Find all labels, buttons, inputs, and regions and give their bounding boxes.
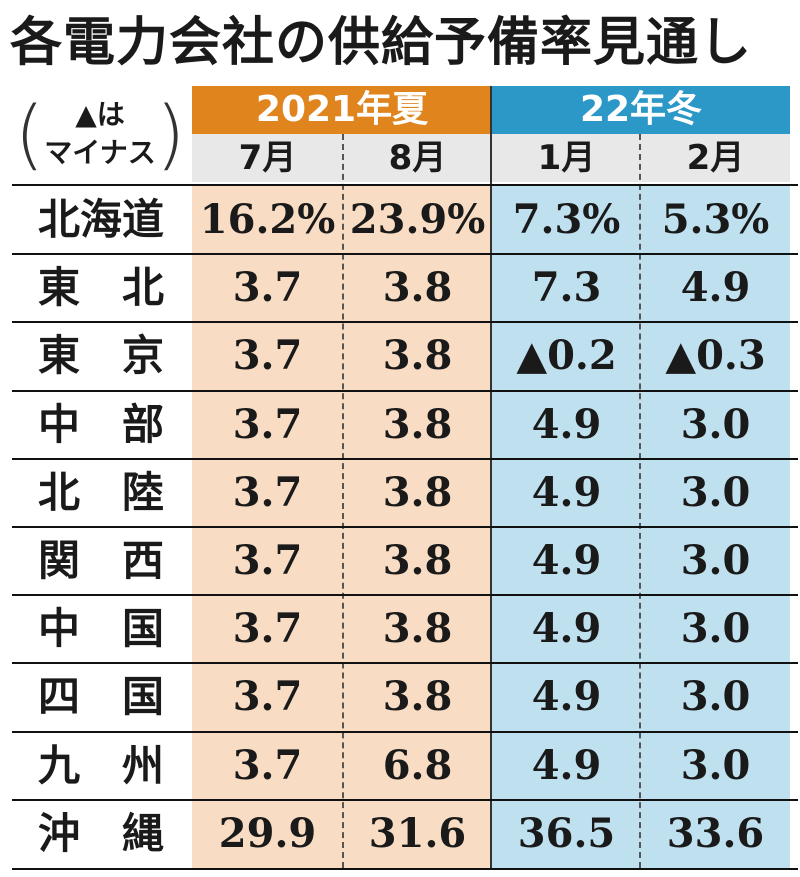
value-cell: 3.0: [680, 537, 751, 584]
value-cell: 3.7: [232, 400, 303, 448]
region-label: 中 国: [38, 604, 165, 654]
note-close-paren: ): [155, 89, 186, 178]
value-cell: 36.5: [517, 809, 616, 857]
bottom-rule: [12, 868, 798, 870]
value-cell: 33.6: [666, 809, 765, 857]
value-cell: 4.9: [531, 468, 602, 516]
region-label: 四 国: [38, 672, 165, 722]
region-label: 九 州: [38, 740, 165, 790]
value-cell: 7.3%: [512, 196, 621, 243]
note-open-paren: (: [14, 89, 45, 178]
row-rule: [12, 457, 798, 460]
value-cell: 3.0: [680, 468, 751, 516]
value-cell: 3.8: [382, 468, 453, 516]
value-cell: 3.8: [382, 264, 453, 312]
value-cell: 4.9: [531, 537, 602, 584]
region-label: 関 西: [38, 536, 165, 585]
season-header-1: 22年冬: [492, 86, 790, 134]
value-cell: 16.2%: [199, 196, 336, 243]
value-cell: 6.8: [382, 741, 453, 789]
month-header-0: 7月: [192, 134, 343, 182]
row-rule: [12, 730, 798, 733]
region-label: 北海道: [38, 195, 165, 244]
value-cell: 4.9: [680, 264, 751, 312]
value-cell: 3.8: [382, 332, 453, 380]
value-cell: 4.9: [531, 673, 602, 721]
row-rule: [12, 798, 798, 801]
month-header-1: 8月: [343, 134, 492, 182]
value-cell: 3.0: [680, 605, 751, 653]
month-divider-winter: [639, 134, 641, 868]
region-label: 中 部: [38, 399, 165, 449]
value-cell: 3.7: [232, 468, 303, 516]
value-cell: 3.7: [232, 741, 303, 789]
region-label: 北 陸: [38, 467, 165, 517]
row-rule: [12, 594, 798, 597]
value-cell: 3.7: [232, 673, 303, 721]
value-cell: 3.7: [232, 264, 303, 312]
row-rule: [12, 662, 798, 665]
header-rule: [12, 184, 798, 186]
note-text: ▲は マイナス: [44, 96, 155, 172]
season-divider: [490, 86, 492, 868]
value-cell: 4.9: [531, 741, 602, 789]
value-cell: 3.8: [382, 537, 453, 584]
value-cell: 7.3: [531, 264, 602, 312]
month-divider-summer: [342, 134, 344, 868]
value-cell: 5.3%: [661, 196, 770, 243]
region-label: 東 京: [38, 331, 165, 381]
value-cell: 3.0: [680, 400, 751, 448]
value-cell: 4.9: [531, 400, 602, 448]
row-rule: [12, 526, 798, 528]
value-cell: ▲0.3: [665, 332, 766, 380]
value-cell: 3.8: [382, 605, 453, 653]
row-rule: [12, 253, 798, 256]
note-line-2: マイナス: [44, 136, 156, 169]
value-cell: 3.7: [232, 332, 303, 380]
region-label: 沖 縄: [38, 808, 165, 858]
value-cell: 3.0: [680, 673, 751, 721]
value-cell: 3.7: [232, 605, 303, 653]
month-header-2: 1月: [492, 134, 641, 182]
value-cell: 29.9: [218, 809, 317, 857]
value-cell: 3.8: [382, 673, 453, 721]
value-cell: ▲0.2: [516, 332, 617, 380]
region-label: 東 北: [38, 263, 165, 313]
row-rule: [12, 321, 798, 324]
note-legend: ( ▲は マイナス ): [12, 86, 188, 182]
value-cell: 4.9: [531, 605, 602, 653]
value-cell: 23.9%: [349, 196, 486, 243]
value-cell: 31.6: [368, 809, 467, 857]
note-line-1: ▲は: [75, 98, 125, 131]
value-cell: 3.0: [680, 741, 751, 789]
season-header-0: 2021年夏: [192, 86, 492, 134]
value-cell: 3.7: [232, 537, 303, 584]
month-header-3: 2月: [641, 134, 790, 182]
row-rule: [12, 389, 798, 392]
chart-title: 各電力会社の供給予備率見通し: [10, 13, 753, 73]
value-cell: 3.8: [382, 400, 453, 448]
